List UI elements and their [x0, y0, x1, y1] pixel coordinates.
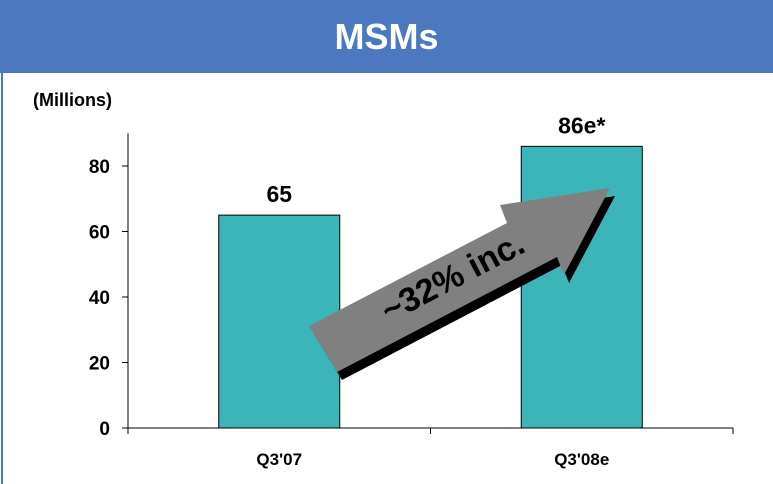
- x-tick-label: Q3'07: [256, 450, 302, 469]
- labels: 65 Q3'07 86e* Q3'08e: [256, 112, 609, 469]
- y-tick-label: 20: [89, 354, 110, 375]
- title-bar: MSMs: [0, 0, 773, 73]
- bar-value-label: 86e*: [558, 112, 605, 138]
- arrow-body: [309, 188, 610, 372]
- y-tick-label: 80: [89, 157, 110, 178]
- bar-value-label: 65: [266, 181, 292, 207]
- bar: [520, 145, 643, 429]
- y-tick-label: 40: [89, 288, 110, 309]
- x-tick-label: Q3'08e: [554, 450, 609, 469]
- chart-title: MSMs: [334, 15, 439, 57]
- y-tick-label: 0: [99, 419, 110, 440]
- y-axis-label: (Millions): [33, 90, 112, 110]
- left-border: [1, 73, 3, 484]
- y-tick-label: 60: [89, 223, 110, 244]
- axes: 0 20 40 60 80: [89, 133, 734, 440]
